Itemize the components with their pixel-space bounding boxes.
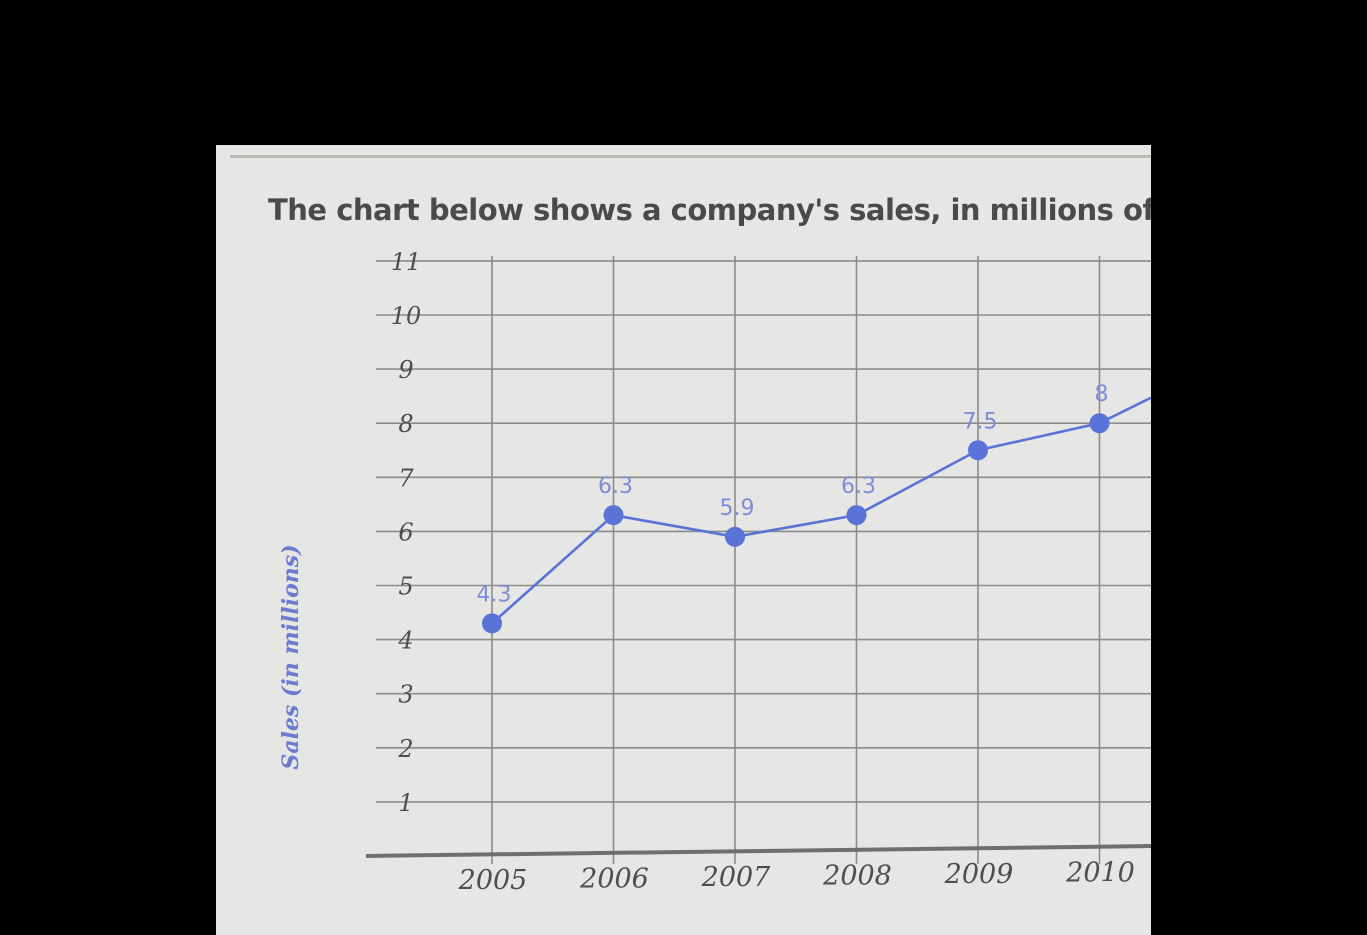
y-tick-label: 3 [398, 681, 413, 709]
data-label: 6.3 [841, 474, 876, 499]
y-tick-label: 10 [391, 302, 422, 330]
x-tick-label: 2006 [579, 864, 649, 895]
data-point [846, 505, 867, 526]
x-tick-labels: 2005 2006 2007 2008 2009 2010 [458, 858, 1135, 897]
data-point [1089, 413, 1110, 434]
y-tick-label: 4 [397, 627, 413, 655]
sales-line [491, 396, 1151, 625]
y-tick-label: 2 [397, 735, 413, 763]
data-label: 6.3 [598, 474, 633, 499]
data-label: 5.9 [720, 496, 755, 521]
data-label: 8 [1095, 382, 1109, 407]
x-tick-label: 2008 [822, 861, 892, 892]
grid-lines [376, 255, 1151, 864]
y-tick-labels: 1 2 3 4 5 6 7 8 9 10 11 [391, 248, 422, 817]
y-tick-label: 8 [398, 410, 413, 438]
top-divider [230, 155, 1151, 158]
y-tick-label: 11 [391, 248, 422, 276]
x-axis [365, 844, 1151, 858]
axes [365, 844, 1151, 858]
data-point [725, 526, 745, 547]
data-point [968, 440, 988, 461]
x-tick-label: 2007 [701, 862, 772, 893]
sales-series [482, 396, 1151, 634]
question-panel: The chart below shows a company's sales,… [216, 145, 1151, 935]
data-labels: 4.3 6.3 5.9 6.3 7.5 8 [477, 382, 1109, 607]
data-label: 7.5 [963, 409, 998, 434]
x-tick-label: 2010 [1065, 858, 1135, 889]
x-tick-label: 2005 [458, 865, 528, 896]
y-tick-label: 6 [398, 518, 413, 546]
sales-line-chart: 1 2 3 4 5 6 7 8 9 10 11 2005 2006 2007 2008 2009 2010 4… [365, 248, 1151, 897]
y-tick-label: 7 [398, 464, 414, 492]
data-point [603, 505, 624, 526]
y-tick-label: 5 [398, 573, 413, 601]
y-tick-label: 9 [398, 356, 413, 384]
question-prompt: The chart below shows a company's sales,… [268, 193, 1151, 227]
data-label: 4.3 [477, 582, 512, 607]
y-tick-label: 1 [398, 789, 413, 817]
x-tick-label: 2009 [944, 859, 1014, 890]
data-point [482, 613, 502, 634]
